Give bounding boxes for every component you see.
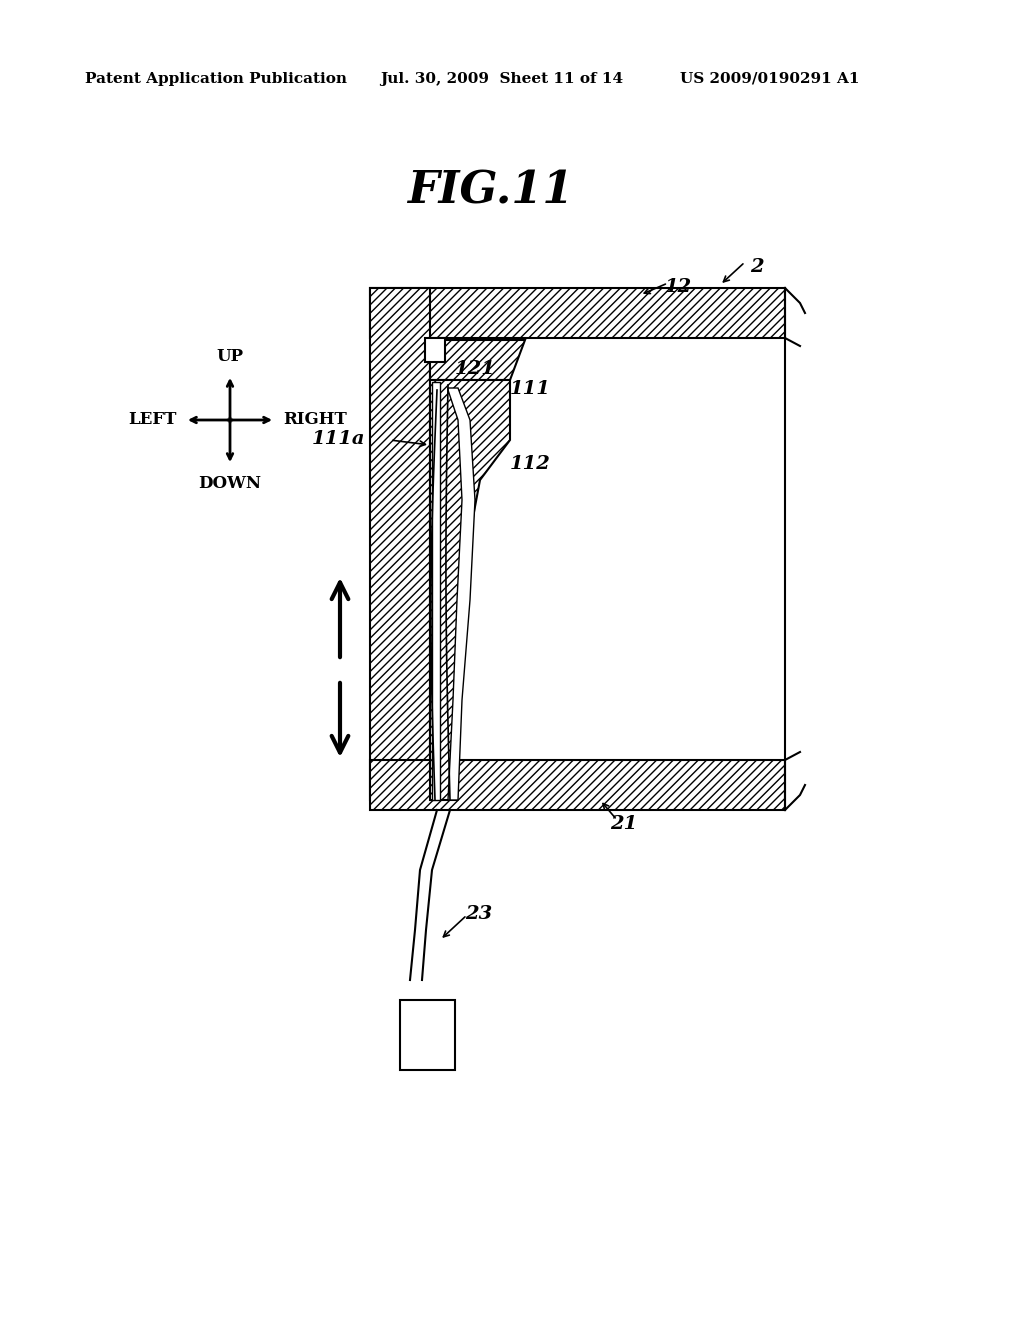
Polygon shape [430,380,510,800]
Text: 21: 21 [610,814,637,833]
Text: RIGHT: RIGHT [283,412,347,429]
Text: Jul. 30, 2009  Sheet 11 of 14: Jul. 30, 2009 Sheet 11 of 14 [380,73,624,86]
Polygon shape [425,338,445,362]
Text: UP: UP [216,348,244,366]
Bar [400,1001,455,1071]
Polygon shape [432,381,440,800]
Text: 111: 111 [510,380,551,399]
Text: 23: 23 [465,906,493,923]
Text: Patent Application Publication: Patent Application Publication [85,73,347,86]
Text: FIG.11: FIG.11 [407,170,573,213]
Bar [370,760,785,810]
Polygon shape [430,341,525,380]
Text: DOWN: DOWN [199,475,261,492]
Text: 2: 2 [750,257,764,276]
Text: 121: 121 [455,360,496,378]
Bar [370,288,785,338]
Text: LEFT: LEFT [129,412,177,429]
Text: 12: 12 [665,279,692,296]
Text: 112: 112 [510,455,551,473]
Bar [370,288,430,800]
Polygon shape [449,388,475,800]
Text: US 2009/0190291 A1: US 2009/0190291 A1 [680,73,859,86]
Text: 111a: 111a [311,430,365,447]
